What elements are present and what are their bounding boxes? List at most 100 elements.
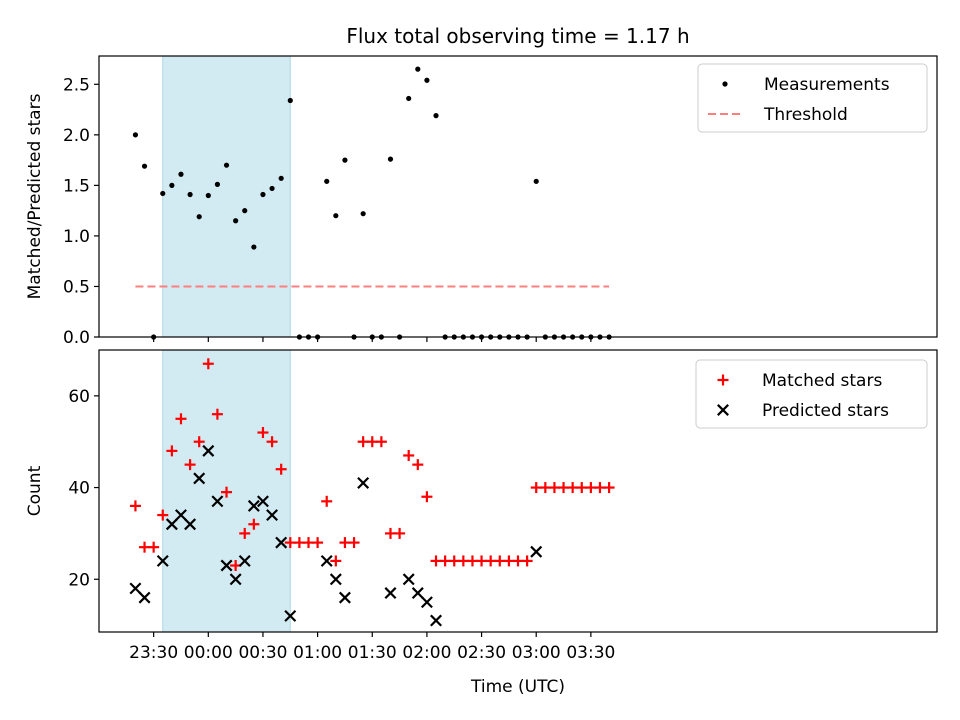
bottom-panel-series-0-point-31 xyxy=(412,459,424,471)
bottom-panel-series-1-point-20 xyxy=(357,476,370,489)
bottom-panel-series-1-point-26-b xyxy=(530,545,543,558)
top-panel-series-0-point-17-shape xyxy=(287,97,293,104)
top-panel-series-0-point-5 xyxy=(178,171,184,177)
bottom-panel-series-1-point-19 xyxy=(338,591,351,604)
top-panel-series-0-point-15-shape xyxy=(269,185,275,192)
bottom-panel-series-0-point-27 xyxy=(375,436,387,448)
top-panel-series-0-point-23-shape xyxy=(342,157,348,163)
top-panel-frame xyxy=(98,55,938,338)
bottom-panel-series-1-point-14-b xyxy=(266,509,279,522)
bottom-panel-series-1-point-18-b xyxy=(329,573,342,586)
bottom-panel-series-1-point-20-b xyxy=(357,476,370,489)
top-panel-series-0-point-23 xyxy=(342,157,348,163)
bottom-panel-y-tick-label-1: 40 xyxy=(68,479,90,499)
top-panel-series-0-point-12 xyxy=(242,208,248,214)
bottom-panel-legend-swatch-1 xyxy=(717,404,729,416)
bottom-panel-series-1-point-25 xyxy=(430,614,442,627)
bottom-panel-x-tick-label-3: 01:00 xyxy=(293,643,342,663)
bottom-panel-series-1-point-22 xyxy=(402,573,415,586)
top-panel-series-0-point-7-shape xyxy=(196,214,202,220)
top-panel-series-0-point-8 xyxy=(205,192,211,199)
top-panel-series-0-point-9 xyxy=(214,181,221,187)
bottom-panel-series-0-point-52 xyxy=(603,482,615,494)
bottom-panel-series-1-point-16-b xyxy=(284,609,297,622)
bottom-panel-series-0-point-2 xyxy=(148,541,160,553)
top-panel-series-0-point-16-shape xyxy=(278,175,284,181)
bottom-panel-series-1-point-18 xyxy=(329,573,342,586)
top-panel-y-tick-label-0: 0.0 xyxy=(63,328,90,348)
top-panel-series-0-point-10-shape xyxy=(223,162,230,168)
bottom-panel-series-1-point-12 xyxy=(247,499,260,512)
bottom-panel-series-1-point-2 xyxy=(156,554,169,567)
bottom-panel-series-0-point-7 xyxy=(193,436,205,448)
top-panel-series-0-point-31 xyxy=(415,66,421,72)
bottom-panel-x-tick-label-8: 03:30 xyxy=(566,643,615,663)
top-panel-y-tick-label-3: 1.5 xyxy=(63,176,90,196)
bottom-panel-series-0-point-16 xyxy=(275,463,287,475)
top-panel-series-0-point-1-shape xyxy=(141,163,148,169)
bottom-panel-series-1-point-24-b xyxy=(420,596,433,609)
top-panel-series-0-point-4 xyxy=(169,182,175,188)
bottom-panel-series-0-point-12 xyxy=(239,527,251,539)
bottom-panel-series-1-point-8-b xyxy=(211,495,224,508)
top-panel-series-0-point-22 xyxy=(333,213,339,219)
top-panel-series-0-point-10 xyxy=(223,162,230,168)
top-panel-series-0-point-22-shape xyxy=(333,213,339,219)
bottom-panel-series-0-point-30 xyxy=(403,449,415,461)
top-panel-series-0-point-17 xyxy=(287,97,293,104)
bottom-panel-series-0-point-43 xyxy=(521,555,533,567)
top-panel-y-tick-label-4: 2.0 xyxy=(63,126,90,146)
bottom-panel-series-1-point-22-b xyxy=(402,573,415,586)
bottom-panel-x-tick-label-0: 23:30 xyxy=(129,643,178,663)
top-panel-series-0-point-7 xyxy=(196,214,202,220)
bottom-panel-legend-box xyxy=(695,359,928,429)
bottom-panel-x-tick-label-5: 02:00 xyxy=(402,643,451,663)
bottom-panel-series-0-point-22 xyxy=(330,555,342,567)
bottom-panel-series-1-point-21-b xyxy=(384,587,397,600)
bottom-panel-series-1-point-5 xyxy=(184,518,197,531)
top-panel-series-0-point-30 xyxy=(406,95,412,102)
bottom-panel-legend-label-1: Predicted stars xyxy=(762,401,889,421)
bottom-panel-series-1-point-11 xyxy=(238,554,251,567)
bottom-panel-series-0-point-32 xyxy=(421,491,433,503)
top-panel-series-0-point-33 xyxy=(433,113,439,119)
bottom-panel-series-1-point-10 xyxy=(229,573,242,586)
top-panel-series-0-point-0 xyxy=(132,132,139,138)
bottom-panel-series-1-point-23-b xyxy=(411,587,424,600)
top-panel-series-0-point-44-shape xyxy=(533,178,539,184)
top-panel-series-0-point-21 xyxy=(324,178,330,184)
top-panel-series-0-point-28-shape xyxy=(387,156,394,162)
top-panel-series-0-point-3 xyxy=(160,190,166,197)
top-panel-series-0-point-33-shape xyxy=(433,113,439,119)
bottom-panel-series-0-point-4 xyxy=(166,445,178,457)
bottom-panel-series-0-point-9 xyxy=(211,408,223,420)
top-panel-highlight-span xyxy=(162,55,291,338)
bottom-panel-x-tick-label-6: 02:30 xyxy=(457,643,506,663)
top-panel-series-0-point-5-shape xyxy=(178,171,184,177)
top-panel-y-tick-label-2: 1.0 xyxy=(63,227,90,247)
top-panel-legend-label-0: Measurements xyxy=(764,75,890,95)
chart-title: Flux total observing time = 1.17 h xyxy=(346,24,689,48)
bottom-panel-series-1-point-7 xyxy=(202,444,215,457)
bottom-panel: 20 40 60 23:30 00:00 00:30 01:00 01:30 02:00 02:3… xyxy=(25,349,938,663)
top-panel-series-0-point-16 xyxy=(278,175,284,181)
top-panel-series-0-point-0-shape xyxy=(132,132,139,138)
bottom-panel-series-0-point-13 xyxy=(248,518,260,530)
bottom-panel-series-1-point-25-b xyxy=(430,614,442,627)
bottom-panel-series-1-point-6 xyxy=(193,472,206,485)
bottom-panel-series-0-point-5 xyxy=(175,413,187,425)
bottom-panel-series-0-point-15 xyxy=(266,436,278,448)
top-panel-series-0-point-11 xyxy=(233,218,239,224)
top-panel-series-0-point-12-shape xyxy=(242,208,248,214)
bottom-panel-y-tick-label-2: 60 xyxy=(68,387,90,407)
bottom-panel-series-1-point-10-b xyxy=(229,573,242,586)
bottom-panel-series-0-point-6 xyxy=(184,459,196,471)
bottom-panel-series-1-point-15 xyxy=(275,536,288,549)
bottom-panel-series-1-point-1-b xyxy=(138,591,151,604)
bottom-panel-series-1-point-17-b xyxy=(320,554,333,567)
top-panel-series-0-point-25 xyxy=(360,211,366,217)
top-panel-series-0-point-3-shape xyxy=(160,190,166,197)
x-axis-label: Time (UTC) xyxy=(470,677,565,697)
top-panel-series-0-point-4-shape xyxy=(169,182,175,188)
